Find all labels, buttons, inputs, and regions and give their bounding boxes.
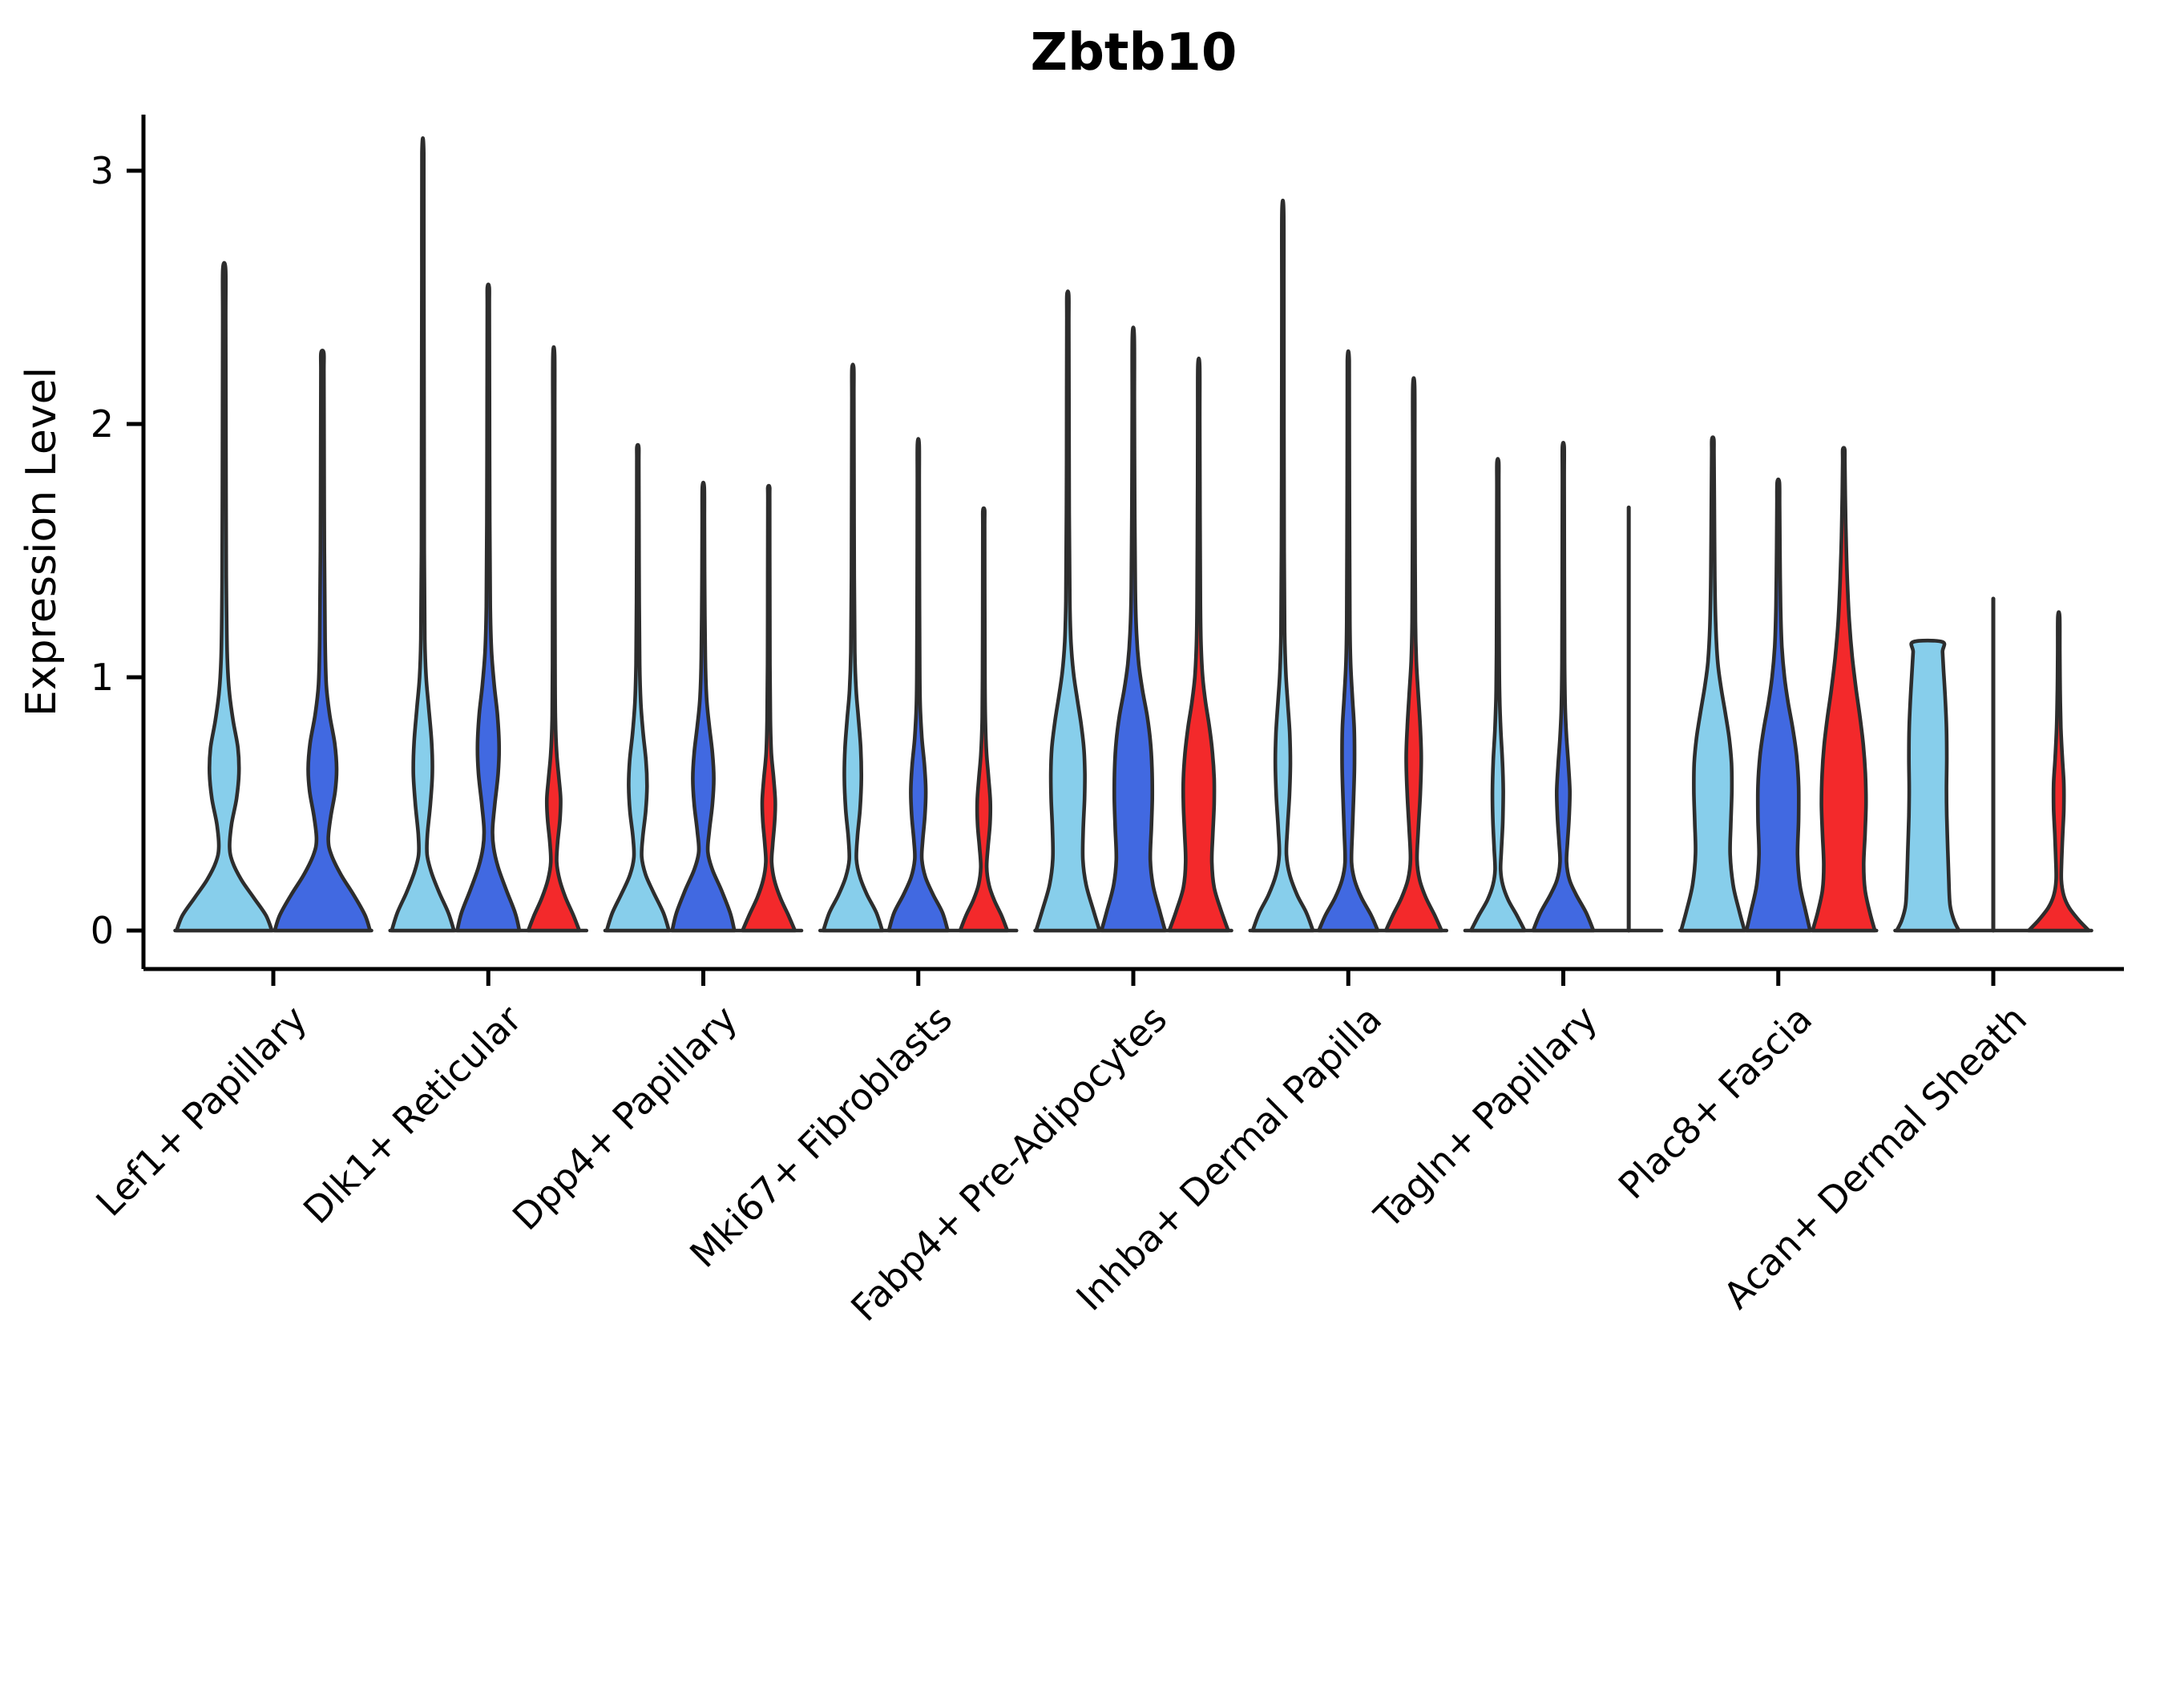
- violin: [1531, 441, 1596, 933]
- violin: [1811, 446, 1877, 933]
- violin: [1895, 638, 1961, 933]
- violin: [741, 483, 797, 933]
- violin: [455, 282, 522, 933]
- violin: [604, 442, 671, 933]
- y-axis-label: Expression Level: [18, 366, 66, 717]
- violin: [1034, 289, 1102, 933]
- violin: [390, 136, 456, 933]
- violin: [958, 506, 1010, 933]
- chart-title: Zbtb10: [1030, 23, 1237, 83]
- violin: [670, 480, 737, 933]
- violin: [1317, 349, 1380, 933]
- violin: [1469, 457, 1527, 933]
- y-tick-label: 2: [90, 402, 114, 446]
- violin: [273, 349, 372, 933]
- y-tick-label: 3: [90, 149, 114, 192]
- y-tick-label: 0: [90, 909, 114, 952]
- violin: [175, 260, 274, 933]
- violin: [886, 437, 950, 933]
- violin: [2026, 610, 2091, 933]
- y-tick-label: 1: [90, 656, 114, 699]
- violin: [1100, 325, 1167, 933]
- violin: [1744, 477, 1812, 933]
- violin: [1167, 356, 1230, 933]
- violin: [1679, 435, 1746, 933]
- violin: [1383, 376, 1443, 933]
- violin: [822, 362, 885, 933]
- violin: [1250, 198, 1315, 933]
- violin: [526, 345, 582, 933]
- plot-canvas: [127, 115, 2124, 986]
